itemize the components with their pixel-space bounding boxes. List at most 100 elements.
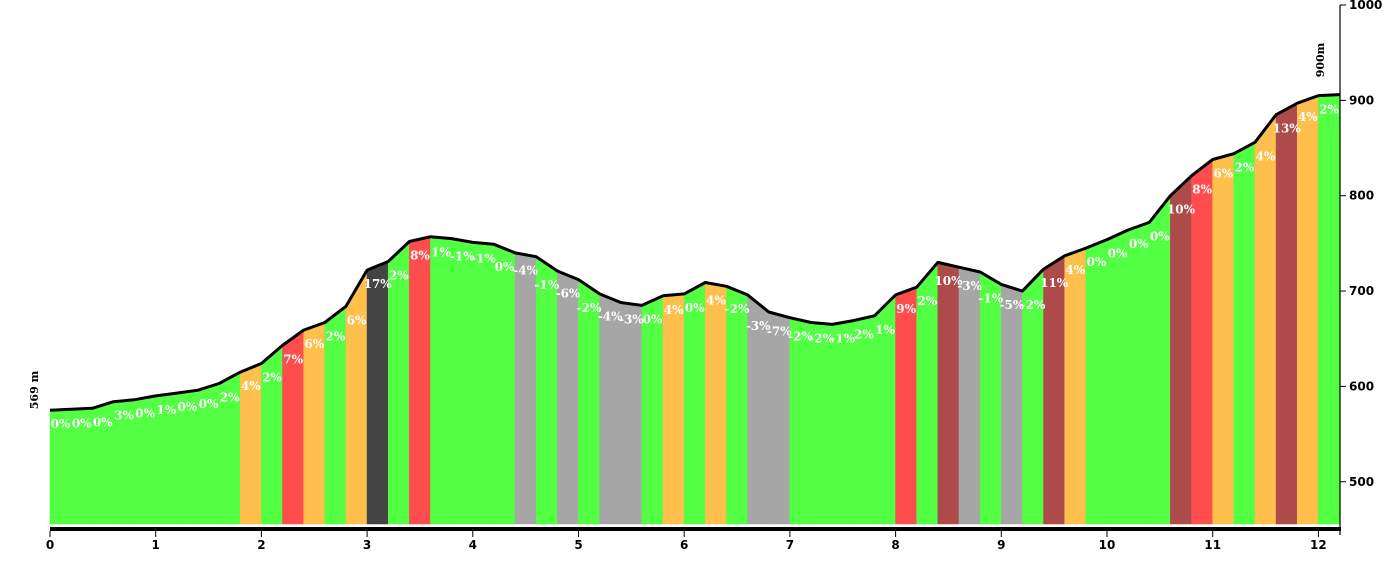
gradient-segment <box>958 266 981 525</box>
gradient-label: 0% <box>199 397 219 411</box>
gradient-segment <box>1318 94 1340 525</box>
gradient-label: 10% <box>1167 203 1196 217</box>
gradient-label: -4% <box>513 264 538 278</box>
gradient-segment <box>1085 239 1108 525</box>
gradient-segment <box>409 236 431 525</box>
gradient-label: 4% <box>1256 149 1276 163</box>
gradient-segment <box>683 281 706 525</box>
gradient-segment <box>451 238 474 525</box>
gradient-segment <box>853 315 875 525</box>
gradient-label: -2% <box>1021 298 1046 312</box>
gradient-label: 2% <box>220 391 240 405</box>
gradient-label: 0% <box>1150 229 1170 243</box>
gradient-segment <box>1212 153 1235 525</box>
gradient-segment <box>557 270 579 525</box>
x-axis: 0 1 2 3 4 5 6 7 8 9 10 11 12 <box>46 531 1327 552</box>
gradient-label: -3% <box>746 319 771 333</box>
gradient-segment <box>578 279 600 525</box>
gradient-label: 0% <box>135 407 155 421</box>
gradient-label: -7% <box>767 325 792 339</box>
gradient-segment <box>345 268 368 525</box>
x-tick-label: 12 <box>1310 538 1327 552</box>
gradient-label: 0% <box>178 400 198 414</box>
gradient-label: 4% <box>664 303 684 317</box>
elevation-profile-line <box>49 93 1340 412</box>
gradient-label: 4% <box>1298 110 1318 124</box>
x-tick-label: 0 <box>46 538 54 552</box>
gradient-segment <box>1296 95 1319 525</box>
x-tick-label: 6 <box>680 538 688 552</box>
gradient-label: 7% <box>283 352 303 366</box>
gradient-label: 0% <box>685 301 705 315</box>
gradient-segments <box>49 94 1340 525</box>
gradient-label: 2% <box>917 294 937 308</box>
gradient-label: 1% <box>875 323 895 337</box>
gradient-segment <box>1148 194 1171 525</box>
gradient-segment <box>895 286 918 525</box>
gradient-segment <box>1000 283 1023 525</box>
gradient-label: 10% <box>934 274 963 288</box>
x-tick-label: 11 <box>1204 538 1221 552</box>
y-tick-label: 800 <box>1349 189 1374 203</box>
gradient-label: 8% <box>1192 183 1212 197</box>
gradient-label: 3% <box>114 409 134 423</box>
gradient-label: 6% <box>347 313 367 327</box>
gradient-label: -6% <box>556 287 581 301</box>
gradient-segment <box>810 322 833 525</box>
gradient-segment <box>726 285 748 525</box>
x-tick-label: 4 <box>469 538 477 552</box>
gradient-label: 2% <box>389 268 409 282</box>
gradient-label: 2% <box>262 371 282 385</box>
x-tick-label: 3 <box>363 538 371 552</box>
gradient-label: -2% <box>809 331 834 345</box>
x-tick-label: 8 <box>891 538 899 552</box>
gradient-label: -1% <box>534 278 559 292</box>
gradient-segment <box>303 322 326 525</box>
gradient-segment <box>1170 174 1192 525</box>
gradient-segment <box>789 317 812 525</box>
gradient-segment <box>514 252 537 525</box>
gradient-segment <box>1106 229 1129 525</box>
gradient-label: 1% <box>431 246 451 260</box>
gradient-segment <box>1254 113 1277 525</box>
gradient-segment <box>599 293 622 525</box>
y-tick-label: 1000 <box>1349 0 1382 12</box>
gradient-segment <box>620 302 643 525</box>
x-tick-label: 7 <box>786 538 794 552</box>
y-tick-label: 600 <box>1349 379 1374 393</box>
gradient-label: 17% <box>364 277 393 291</box>
gradient-label: 11% <box>1040 276 1069 290</box>
gradient-segment <box>430 236 452 525</box>
gradient-label: 1% <box>156 403 176 417</box>
x-tick-label: 9 <box>997 538 1005 552</box>
gradient-label: -1% <box>450 249 475 263</box>
gradient-segment <box>1127 221 1150 525</box>
gradient-segment <box>1043 255 1066 525</box>
gradient-label: -2% <box>725 302 750 316</box>
gradient-label: 4% <box>1065 263 1085 277</box>
gradient-label: 4% <box>706 293 726 307</box>
gradient-segment <box>979 271 1002 525</box>
gradient-labels: 0% 0% 0% 3% 0% 1% 0% 0% 2%4%2%7%6%2%6%17%2%8% 1%-… <box>51 103 1340 432</box>
gradient-label: 0% <box>1108 247 1128 261</box>
x-tick-label: 5 <box>574 538 582 552</box>
start-elevation-label: 569 m <box>28 370 41 409</box>
gradient-label: 0% <box>72 416 92 430</box>
gradient-label: 0% <box>1087 255 1107 269</box>
gradient-segment <box>493 243 516 525</box>
end-elevation-label: 900m <box>1314 42 1327 77</box>
y-tick-label: 900 <box>1349 93 1374 107</box>
gradient-label: -1% <box>471 251 496 265</box>
gradient-segment <box>831 320 854 525</box>
y-tick-label: 500 <box>1349 475 1374 489</box>
gradient-label: -3% <box>619 312 644 326</box>
x-tick-label: 10 <box>1099 538 1116 552</box>
gradient-segment <box>768 311 791 525</box>
gradient-segment <box>472 242 495 525</box>
gradient-label: 6% <box>1213 166 1233 180</box>
y-tick-label: 700 <box>1349 284 1374 298</box>
gradient-label: 0% <box>1129 237 1149 251</box>
gradient-label: -1% <box>978 291 1003 305</box>
gradient-label: 2% <box>854 328 874 342</box>
